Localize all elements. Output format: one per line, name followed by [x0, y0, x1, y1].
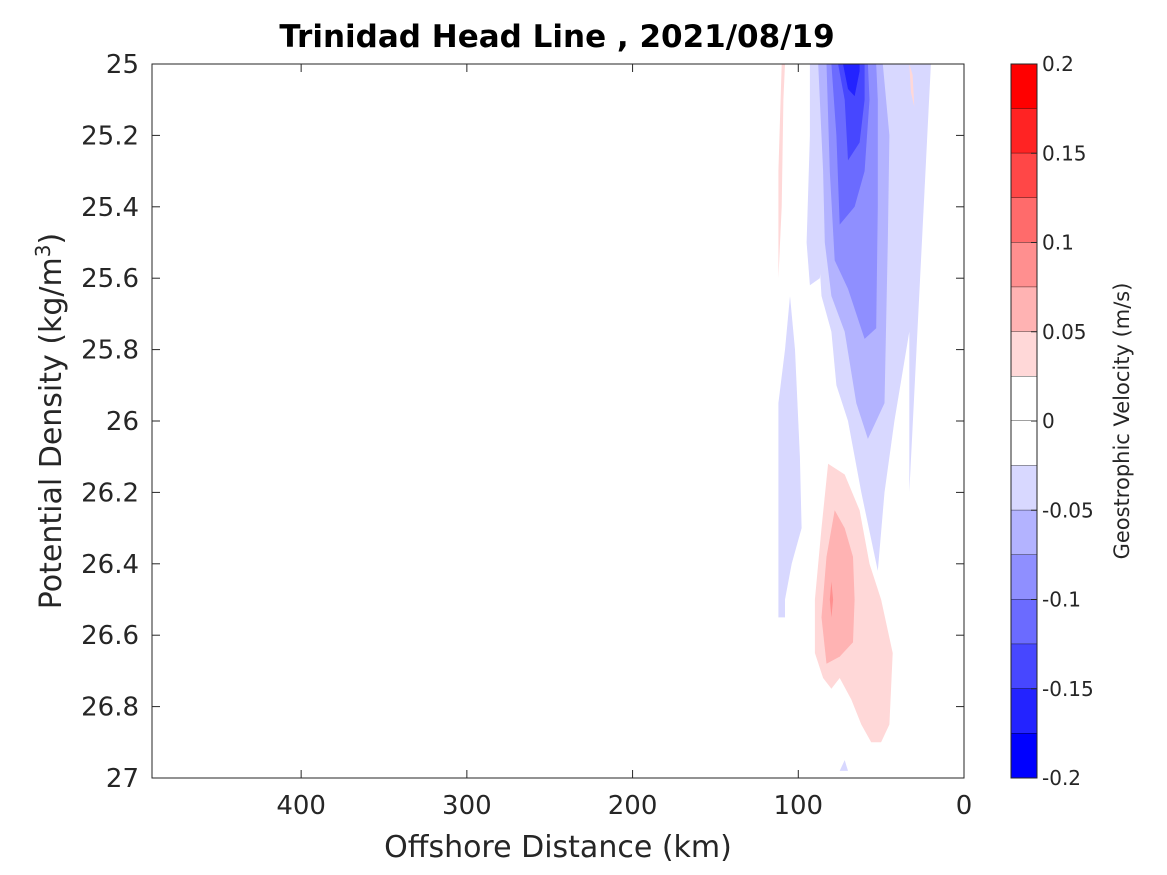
y-tick-label: 25 — [106, 50, 139, 80]
colorbar: 0.2 0.15 0.1 0.05 0 -0.05 -0.1 -0.15 -0.2 — [1010, 52, 1094, 790]
x-axis: 400 300 200 100 0 — [276, 64, 972, 821]
colorbar-tick-label: -0.2 — [1042, 766, 1081, 790]
colorbar-swatch — [1011, 153, 1037, 198]
contour-region-neg-level-1d — [839, 760, 848, 771]
colorbar-tick-label: 0.1 — [1042, 231, 1074, 255]
contour-regions — [778, 64, 931, 771]
y-tick-label: 27 — [106, 764, 139, 794]
x-tick-label: 100 — [773, 791, 823, 821]
colorbar-swatch — [1011, 197, 1037, 243]
y-tick-label: 25.2 — [81, 121, 139, 151]
x-axis-label: Offshore Distance (km) — [384, 830, 732, 865]
colorbar-tick-label: 0 — [1042, 409, 1055, 433]
colorbar-tick-label: 0.15 — [1042, 141, 1087, 165]
colorbar-swatch — [1011, 465, 1037, 511]
y-tick-label: 25.6 — [81, 264, 139, 294]
colorbar-swatch — [1011, 331, 1037, 377]
y-tick-label: 26.8 — [81, 693, 139, 723]
colorbar-tick-label: -0.15 — [1042, 677, 1094, 701]
colorbar-label: Geostrophic Velocity (m/s) — [1110, 283, 1134, 560]
contour-region-pos-level-1c — [909, 64, 915, 107]
y-axis: 25 25.2 25.4 25.6 25.8 26 26.2 26.4 26.6 26.8 27 — [81, 50, 964, 794]
colorbar-tick-label: -0.1 — [1042, 588, 1081, 612]
contour-region-pos-level-2 — [821, 510, 855, 664]
chart-title: Trinidad Head Line , 2021/08/19 — [279, 19, 834, 55]
x-tick-label: 0 — [956, 791, 973, 821]
colorbar-swatch — [1011, 733, 1037, 778]
y-tick-label: 26.6 — [81, 621, 139, 651]
colorbar-swatch — [1011, 554, 1037, 600]
colorbar-swatch — [1011, 644, 1037, 689]
colorbar-swatch — [1011, 376, 1037, 421]
y-tick-label: 26.2 — [81, 478, 139, 508]
colorbar-swatch — [1011, 242, 1037, 288]
contour-region-neg-level-1b — [778, 296, 802, 618]
colorbar-swatch — [1011, 421, 1037, 466]
y-tick-label: 26.4 — [81, 550, 139, 580]
colorbar-swatch — [1011, 510, 1037, 555]
y-axis-label-superscript: 3 — [31, 244, 55, 257]
colorbar-tick-label: 0.05 — [1042, 320, 1087, 344]
colorbar-swatch — [1011, 688, 1037, 734]
x-tick-label: 300 — [442, 791, 492, 821]
colorbar-swatch — [1011, 108, 1037, 154]
colorbar-swatch — [1011, 599, 1037, 645]
y-tick-label: 25.8 — [81, 336, 139, 366]
colorbar-swatch — [1011, 64, 1037, 109]
contour-region-neg-level-6 — [843, 64, 860, 97]
y-axis-label: Potential Density (kg/m3) — [31, 233, 69, 609]
contour-region-neg-level-5 — [838, 64, 865, 161]
x-tick-label: 400 — [276, 791, 326, 821]
y-tick-label: 26 — [106, 407, 139, 437]
colorbar-swatch — [1011, 287, 1037, 332]
contour-region-pos-level-1 — [778, 64, 785, 279]
y-tick-label: 25.4 — [81, 193, 139, 223]
colorbar-tick-label: 0.2 — [1042, 52, 1074, 76]
colorbar-tick-label: -0.05 — [1042, 498, 1094, 522]
contour-region-pos-level-3 — [829, 581, 834, 618]
x-tick-label: 200 — [608, 791, 658, 821]
